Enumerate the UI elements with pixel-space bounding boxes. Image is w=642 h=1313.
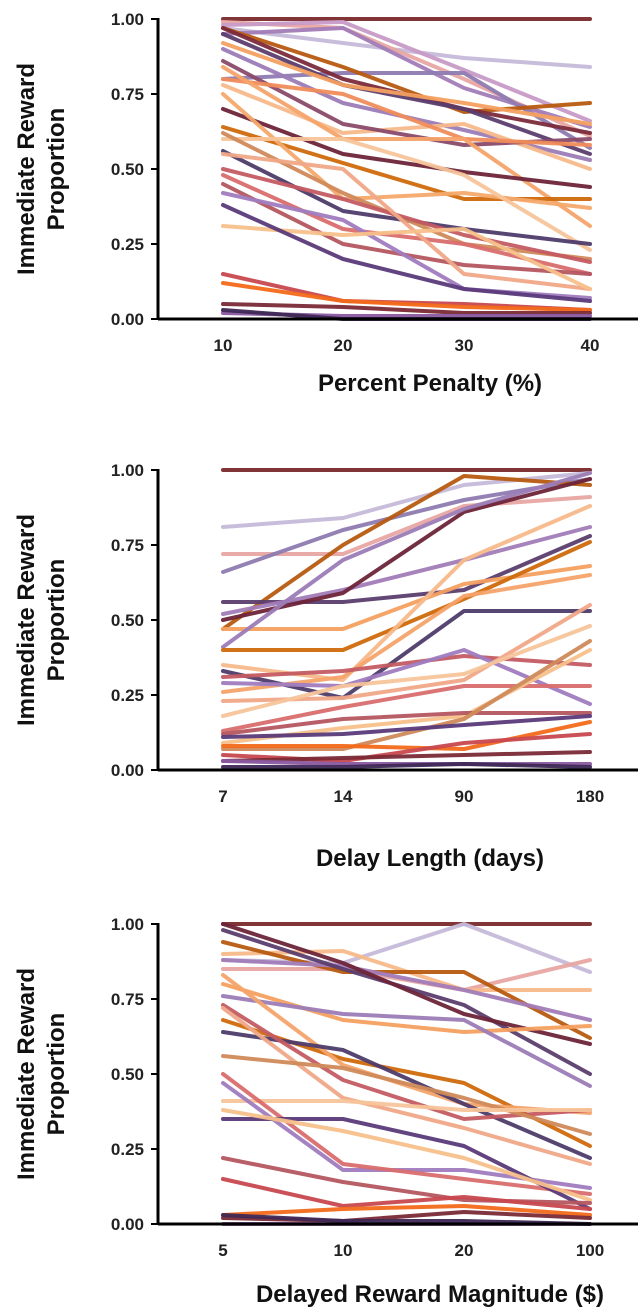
x-tick-label: 180 [576,787,604,806]
y-tick-label: 1.00 [111,461,144,480]
series-group [221,17,592,321]
y-tick-label: 1.00 [111,915,144,934]
series-line [221,203,592,303]
x-tick-label: 10 [214,336,233,355]
y-tick-label: 0.50 [111,611,144,630]
y-axis-title: Proportion [43,1013,70,1136]
series-line [221,41,592,126]
y-tick-label: 0.75 [111,990,144,1009]
y-tick-label: 0.25 [111,235,144,254]
series-line [221,1099,592,1112]
series-line [221,639,592,751]
series-line [221,994,592,1088]
y-tick-label: 0.75 [111,536,144,555]
series-group [221,468,592,769]
series-line [221,540,592,652]
y-axis-title: Immediate Reward [13,514,40,726]
chart-2: 0.00 0.25 0.50 0.75 1.00 7 14 90 180 Delay Length… [13,461,638,872]
series-line [221,720,592,751]
series-line [221,20,592,123]
series-line [221,958,592,1022]
y-tick-label: 0.25 [111,1140,144,1159]
series-line [221,26,592,69]
series-line [221,167,592,264]
x-tick-label: 90 [455,787,474,806]
y-axis-title: Proportion [43,108,70,231]
series-line [221,107,592,189]
y-tick-label: 0.50 [111,1065,144,1084]
series-line [221,471,592,649]
x-tick-label: 20 [455,1241,474,1260]
series-line [221,77,592,147]
series-line [221,762,592,769]
x-tick-label: 20 [334,336,353,355]
y-tick-label: 0.25 [111,686,144,705]
series-line [221,1204,592,1217]
series-line [221,1054,592,1136]
series-line [221,714,592,739]
x-axis-title: Delayed Reward Magnitude ($) [256,1281,604,1308]
series-line [221,982,592,1034]
series-line [221,1177,592,1211]
series-line [221,1108,592,1202]
y-tick-label: 0.50 [111,160,144,179]
y-tick-label: 1.00 [111,10,144,29]
y-axis-title: Immediate Reward [13,63,40,275]
series-line [221,1006,592,1166]
x-tick-label: 30 [455,336,474,355]
y-tick-label: 0.75 [111,85,144,104]
y-tick-label: 0.00 [111,761,144,780]
x-axis-title: Percent Penalty (%) [318,370,542,397]
series-line [221,477,592,622]
chart-3: 0.00 0.25 0.50 0.75 1.00 5 10 20 100 Delayed Rewa… [13,915,638,1308]
y-axis-title: Immediate Reward [13,968,40,1180]
series-line [221,654,592,679]
x-axis-title: Delay Length (days) [316,845,544,872]
y-tick-label: 0.00 [111,1215,144,1234]
series-line [221,711,592,736]
x-tick-label: 7 [218,787,227,806]
chart-1: 0.00 0.25 0.50 0.75 1.00 10 20 30 40 Percent Pena… [13,10,638,397]
series-line [221,495,592,556]
x-tick-label: 40 [581,336,600,355]
series-line [221,152,592,291]
series-line [221,564,592,631]
x-tick-label: 14 [334,787,353,806]
series-line [221,750,592,763]
series-line [221,92,592,210]
series-line [221,83,592,171]
series-group [221,922,592,1226]
series-line [221,474,592,631]
series-line [221,281,592,312]
series-line [221,137,592,252]
series-line [221,648,592,706]
y-axis-title: Proportion [43,559,70,682]
x-tick-label: 100 [576,1241,604,1260]
x-tick-label: 5 [218,1241,227,1260]
series-line [221,65,592,228]
y-tick-label: 0.00 [111,310,144,329]
x-tick-label: 10 [334,1241,353,1260]
series-line [221,302,592,315]
series-line [221,684,592,733]
series-line [221,624,592,718]
series-line [221,26,592,114]
series-line [221,32,592,156]
